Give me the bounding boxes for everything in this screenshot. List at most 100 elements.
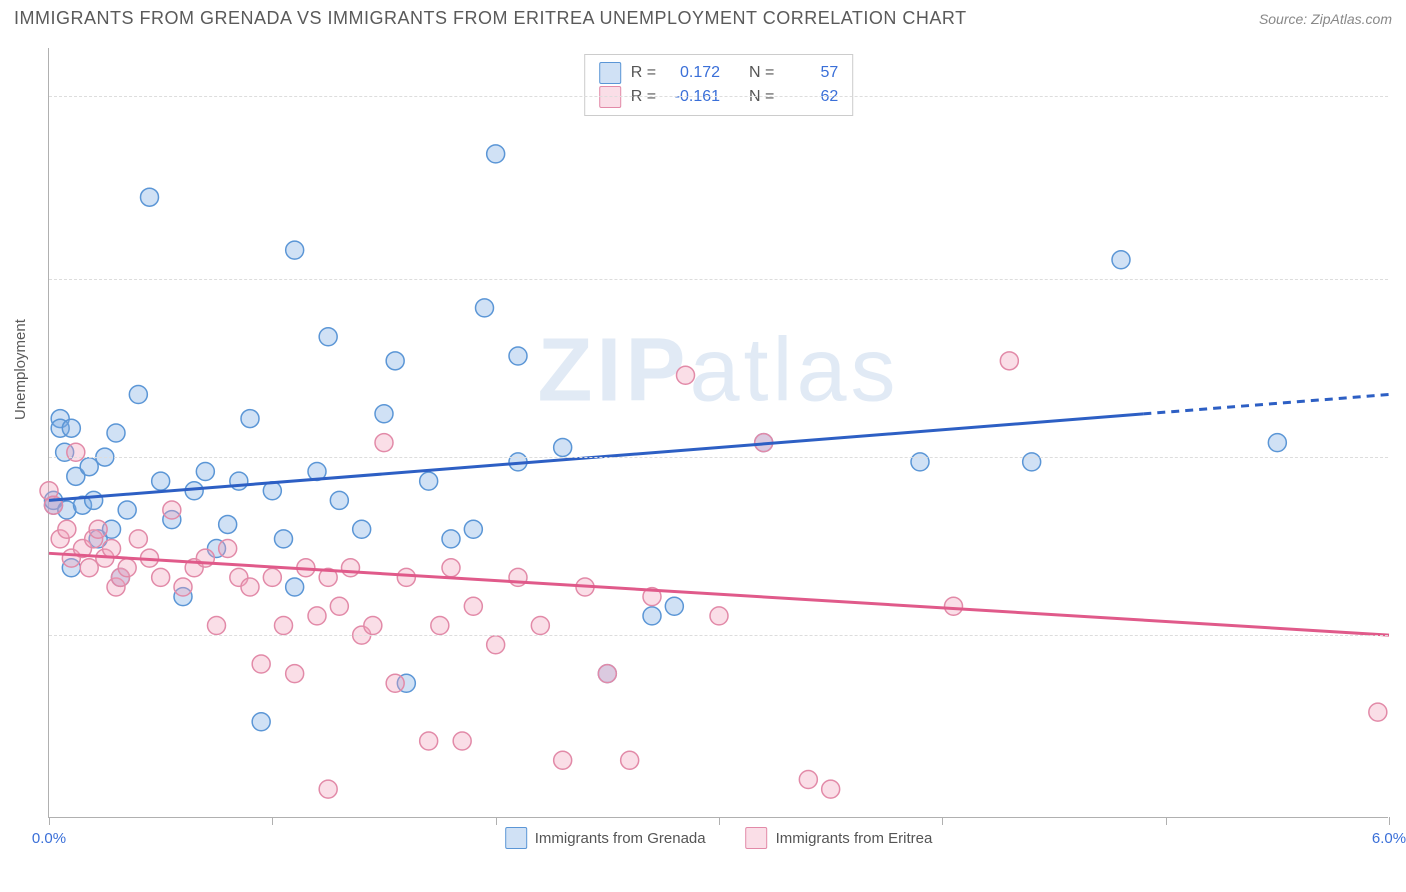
stats-row-grenada: R = 0.172 N = 57 <box>599 61 839 85</box>
y-axis-label: Unemployment <box>12 319 29 420</box>
gridline <box>49 457 1388 458</box>
data-point <box>554 751 572 769</box>
data-point <box>822 780 840 798</box>
chart-header: IMMIGRANTS FROM GRENADA VS IMMIGRANTS FR… <box>0 0 1406 35</box>
data-point <box>464 520 482 538</box>
data-point <box>67 443 85 461</box>
gridline <box>49 96 1388 97</box>
data-point <box>420 472 438 490</box>
x-tick <box>496 817 497 825</box>
data-point <box>275 617 293 635</box>
data-point <box>118 559 136 577</box>
data-point <box>319 328 337 346</box>
data-point <box>375 434 393 452</box>
data-point <box>464 597 482 615</box>
legend-label-grenada: Immigrants from Grenada <box>535 830 706 847</box>
data-point <box>107 424 125 442</box>
data-point <box>442 530 460 548</box>
data-point <box>152 472 170 490</box>
swatch-grenada-legend <box>505 827 527 849</box>
legend-item-grenada: Immigrants from Grenada <box>505 827 706 849</box>
data-point <box>241 578 259 596</box>
n-label: N = <box>749 61 774 85</box>
swatch-grenada <box>599 62 621 84</box>
data-point <box>1369 703 1387 721</box>
legend-label-eritrea: Immigrants from Eritrea <box>776 830 933 847</box>
x-tick-label: 0.0% <box>32 830 66 847</box>
data-point <box>342 559 360 577</box>
chart-title: IMMIGRANTS FROM GRENADA VS IMMIGRANTS FR… <box>14 8 967 29</box>
y-tick-label: 11.2% <box>1393 289 1406 306</box>
data-point <box>1112 251 1130 269</box>
data-point <box>665 597 683 615</box>
data-point <box>230 472 248 490</box>
data-point <box>141 188 159 206</box>
data-point <box>152 568 170 586</box>
data-point <box>1268 434 1286 452</box>
data-point <box>621 751 639 769</box>
data-point <box>208 617 226 635</box>
n-value-grenada: 57 <box>784 61 838 85</box>
data-point <box>330 597 348 615</box>
x-tick <box>1389 817 1390 825</box>
y-tick-label: 15.0% <box>1393 106 1406 123</box>
data-point <box>643 607 661 625</box>
data-point <box>85 491 103 509</box>
data-point <box>118 501 136 519</box>
x-tick-label: 6.0% <box>1372 830 1406 847</box>
data-point <box>319 780 337 798</box>
data-point <box>487 636 505 654</box>
data-point <box>386 674 404 692</box>
y-tick-label: 3.8% <box>1393 645 1406 662</box>
data-point <box>476 299 494 317</box>
source-attribution: Source: ZipAtlas.com <box>1259 11 1392 27</box>
data-point <box>598 665 616 683</box>
r-value-grenada: 0.172 <box>666 61 720 85</box>
data-point <box>677 366 695 384</box>
data-point <box>330 491 348 509</box>
data-point <box>263 568 281 586</box>
data-point <box>375 405 393 423</box>
data-point <box>554 438 572 456</box>
data-point <box>252 655 270 673</box>
data-point <box>129 386 147 404</box>
x-tick <box>1166 817 1167 825</box>
data-point <box>62 419 80 437</box>
data-point <box>286 241 304 259</box>
data-point <box>219 540 237 558</box>
scatter-svg <box>49 48 1388 817</box>
data-point <box>308 607 326 625</box>
trend-line-dashed <box>1143 395 1389 414</box>
data-point <box>386 352 404 370</box>
data-point <box>397 568 415 586</box>
data-point <box>286 578 304 596</box>
data-point <box>945 597 963 615</box>
data-point <box>163 501 181 519</box>
data-point <box>420 732 438 750</box>
data-point <box>453 732 471 750</box>
x-tick <box>49 817 50 825</box>
data-point <box>80 458 98 476</box>
data-point <box>286 665 304 683</box>
data-point <box>531 617 549 635</box>
x-tick <box>272 817 273 825</box>
data-point <box>241 410 259 428</box>
y-tick-label: 7.5% <box>1393 467 1406 484</box>
data-point <box>252 713 270 731</box>
data-point <box>129 530 147 548</box>
data-point <box>1000 352 1018 370</box>
data-point <box>799 771 817 789</box>
data-point <box>442 559 460 577</box>
source-name: ZipAtlas.com <box>1311 11 1392 27</box>
data-point <box>431 617 449 635</box>
data-point <box>103 540 121 558</box>
legend-item-eritrea: Immigrants from Eritrea <box>746 827 933 849</box>
r-label: R = <box>631 61 656 85</box>
data-point <box>58 520 76 538</box>
data-point <box>710 607 728 625</box>
data-point <box>353 520 371 538</box>
data-point <box>219 515 237 533</box>
chart-plot-area: ZIPatlas R = 0.172 N = 57 R = -0.161 N =… <box>48 48 1388 818</box>
correlation-stats-box: R = 0.172 N = 57 R = -0.161 N = 62 <box>584 54 854 116</box>
x-tick <box>719 817 720 825</box>
